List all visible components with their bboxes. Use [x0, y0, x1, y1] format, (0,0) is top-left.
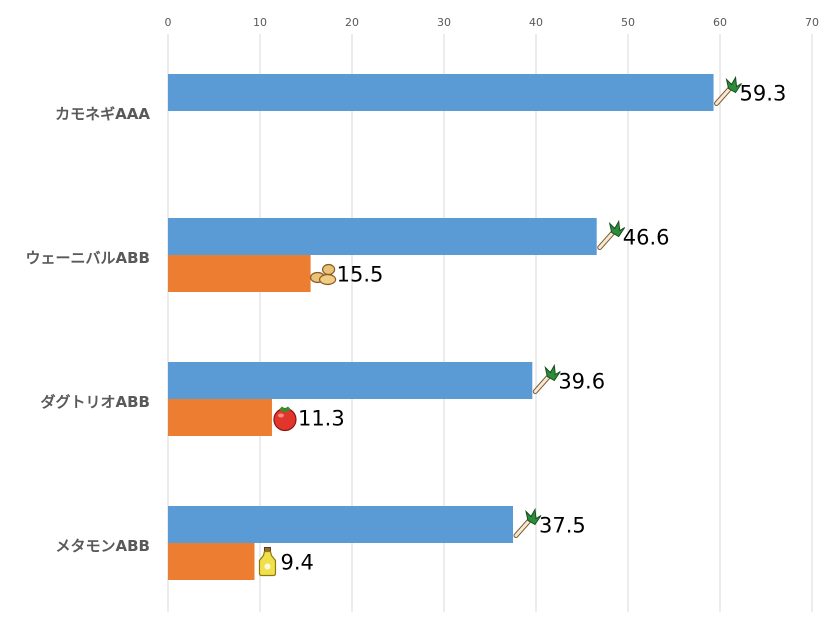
leek-leaves [608, 219, 626, 238]
oil-bottle-icon [258, 547, 277, 577]
tomato-icon [273, 406, 297, 432]
x-tick-label: 70 [805, 16, 819, 29]
tomato-shine [277, 413, 284, 418]
category-label: ダグトリオABB [41, 393, 150, 411]
bar-series-2 [168, 543, 255, 580]
leek-icon [714, 75, 742, 106]
ginger-icon [310, 263, 337, 286]
data-label: 46.6 [623, 226, 670, 250]
category-label: メタモンABB [56, 537, 150, 555]
data-label: 11.3 [298, 407, 345, 431]
leek-leaves [544, 363, 561, 382]
category-label: ウェーニバルABB [26, 249, 150, 267]
data-label: 59.3 [740, 82, 787, 106]
x-tick-label: 50 [621, 16, 635, 29]
tomato-calyx [278, 406, 291, 413]
x-tick-label: 0 [165, 16, 172, 29]
x-tick-label: 60 [713, 16, 727, 29]
bar-series-1 [168, 362, 533, 399]
data-label: 39.6 [558, 370, 605, 394]
bar-series-2 [168, 399, 272, 436]
data-label: 37.5 [539, 514, 586, 538]
bar-series-1 [168, 218, 597, 255]
data-label: 15.5 [337, 263, 384, 287]
x-tick-label: 40 [529, 16, 543, 29]
bar-series-1 [168, 506, 513, 543]
category-label: カモネギAAA [55, 105, 150, 123]
x-tick-label: 10 [253, 16, 267, 29]
leek-leaves [725, 75, 742, 94]
x-tick-label: 30 [437, 16, 451, 29]
leek-icon [532, 363, 561, 394]
x-tick-label: 20 [345, 16, 359, 29]
ginger-lobe [322, 263, 336, 276]
leek-leaves [525, 507, 542, 526]
bar-series-2 [168, 255, 311, 292]
bar-series-1 [168, 74, 714, 111]
bottle-label [264, 563, 271, 570]
leek-icon [597, 219, 626, 250]
data-label: 9.4 [280, 551, 313, 575]
ginger-lobe [319, 273, 337, 286]
leek-icon [513, 507, 542, 538]
